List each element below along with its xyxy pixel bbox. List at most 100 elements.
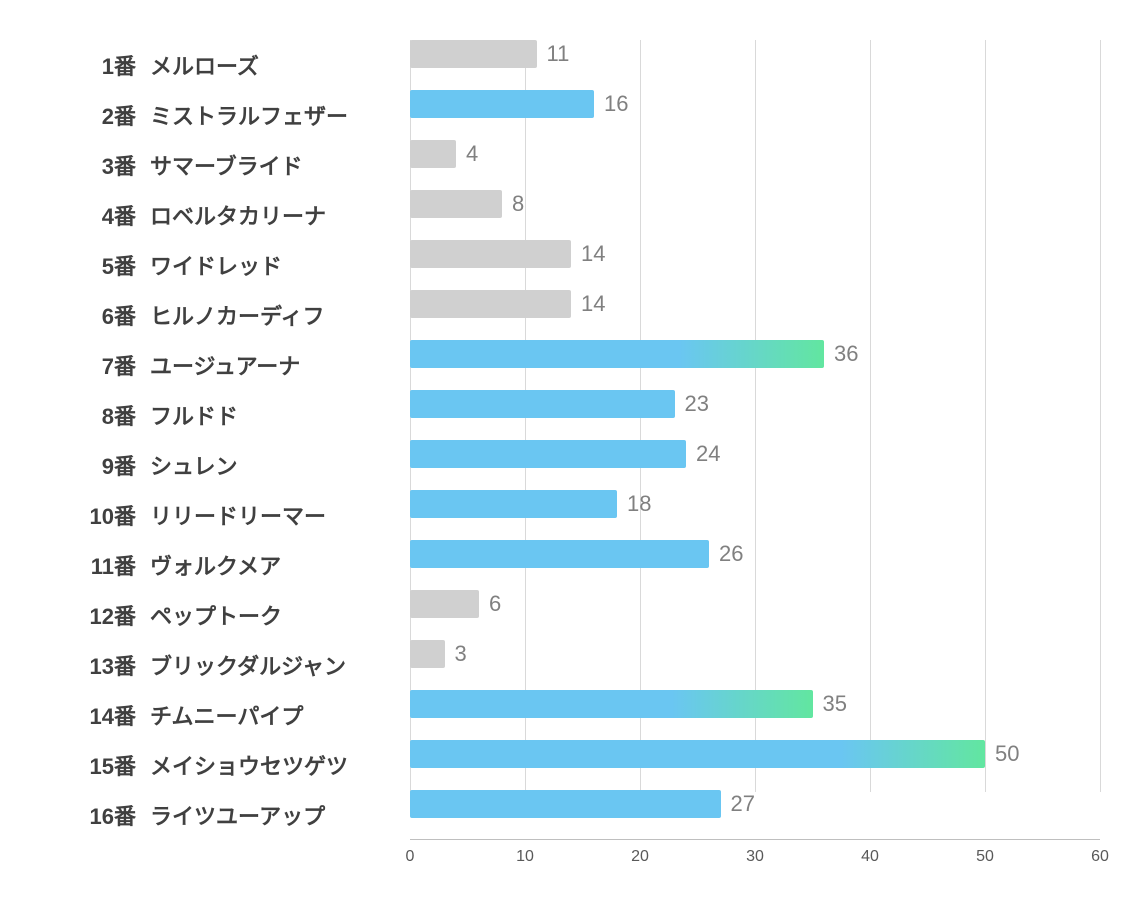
bar-value: 23	[685, 391, 709, 417]
x-tick: 50	[976, 848, 994, 866]
bar: 14	[410, 240, 571, 268]
chart-rows: 1番メルローズ112番ミストラルフェザー163番サマーブライド44番ロベルタカリ…	[50, 40, 1100, 840]
bar: 6	[410, 590, 479, 618]
gridline	[1100, 40, 1101, 792]
bar-value: 11	[547, 41, 570, 67]
row-plot: 11	[410, 40, 1100, 90]
row-plot: 16	[410, 90, 1100, 140]
row-name: サマーブライド	[150, 149, 303, 181]
horizontal-bar-chart: 1番メルローズ112番ミストラルフェザー163番サマーブライド44番ロベルタカリ…	[50, 40, 1100, 880]
row-name: ロベルタカリーナ	[150, 199, 326, 231]
row-rank: 5番	[70, 249, 150, 281]
row-name: ワイドレッド	[150, 249, 282, 281]
row-rank: 11番	[70, 549, 150, 581]
row-plot: 8	[410, 190, 1100, 240]
chart-row: 3番サマーブライド4	[50, 140, 1100, 190]
chart-row: 8番フルドド 23	[50, 390, 1100, 440]
bar: 14	[410, 290, 571, 318]
row-name: メルローズ	[150, 49, 259, 81]
row-plot: 50	[410, 740, 1100, 790]
row-label: 12番ペップトーク	[50, 599, 410, 631]
row-rank: 1番	[70, 49, 150, 81]
row-label: 8番フルドド	[50, 399, 410, 431]
row-label: 2番ミストラルフェザー	[50, 99, 410, 131]
bar: 4	[410, 140, 456, 168]
bar: 11	[410, 40, 537, 68]
row-rank: 16番	[70, 799, 150, 831]
bar: 8	[410, 190, 502, 218]
row-rank: 14番	[70, 699, 150, 731]
bar: 3	[410, 640, 445, 668]
bar-value: 18	[627, 491, 651, 517]
row-rank: 2番	[70, 99, 150, 131]
x-tick: 20	[631, 848, 649, 866]
chart-row: 6番ヒルノカーディフ 14	[50, 290, 1100, 340]
row-label: 4番ロベルタカリーナ	[50, 199, 410, 231]
row-label: 15番メイショウセツゲツ	[50, 749, 410, 781]
bar-value: 16	[604, 91, 628, 117]
chart-row: 9番シュレン24	[50, 440, 1100, 490]
x-tick: 60	[1091, 848, 1109, 866]
chart-row: 14番チムニーパイプ35	[50, 690, 1100, 740]
row-label: 3番サマーブライド	[50, 149, 410, 181]
bar-value: 14	[581, 291, 605, 317]
bar-value: 6	[489, 591, 501, 617]
row-label: 13番ブリックダルジャン	[50, 649, 410, 681]
bar: 24	[410, 440, 686, 468]
row-plot: 18	[410, 490, 1100, 540]
bar: 26	[410, 540, 709, 568]
row-rank: 8番	[70, 399, 150, 431]
x-tick: 0	[406, 848, 415, 866]
row-label: 10番リリードリーマー	[50, 499, 410, 531]
bar-value: 8	[512, 191, 524, 217]
row-name: ブリックダルジャン	[150, 649, 346, 681]
bar: 35	[410, 690, 813, 718]
row-label: 9番シュレン	[50, 449, 410, 481]
row-plot: 4	[410, 140, 1100, 190]
bar-value: 4	[466, 141, 478, 167]
row-name: メイショウセツゲツ	[150, 749, 348, 781]
row-plot: 36	[410, 340, 1100, 390]
row-name: フルドド	[150, 399, 238, 431]
chart-row: 16番ライツユーアップ27	[50, 790, 1100, 840]
chart-row: 12番ペップトーク6	[50, 590, 1100, 640]
bar: 16	[410, 90, 594, 118]
row-plot: 3	[410, 640, 1100, 690]
row-plot: 26	[410, 540, 1100, 590]
row-label: 16番ライツユーアップ	[50, 799, 410, 831]
row-rank: 6番	[70, 299, 150, 331]
row-rank: 4番	[70, 199, 150, 231]
bar-value: 14	[581, 241, 605, 267]
bar-value: 27	[731, 791, 755, 817]
x-tick: 30	[746, 848, 764, 866]
chart-row: 13番ブリックダルジャン3	[50, 640, 1100, 690]
row-label: 14番チムニーパイプ	[50, 699, 410, 731]
bar-value: 35	[823, 691, 847, 717]
row-name: チムニーパイプ	[150, 699, 303, 731]
row-name: ユージュアーナ	[150, 349, 300, 381]
bar: 27	[410, 790, 721, 818]
row-plot: 6	[410, 590, 1100, 640]
bar: 18	[410, 490, 617, 518]
chart-row: 5番ワイドレッド14	[50, 240, 1100, 290]
row-name: ペップトーク	[150, 599, 282, 631]
row-rank: 10番	[70, 499, 150, 531]
row-name: ヴォルクメア	[150, 549, 281, 581]
bar-value: 3	[455, 641, 467, 667]
row-plot: 14	[410, 240, 1100, 290]
row-label: 5番ワイドレッド	[50, 249, 410, 281]
row-rank: 7番	[70, 349, 150, 381]
row-plot: 27	[410, 790, 1100, 840]
row-name: ヒルノカーディフ	[150, 299, 324, 331]
row-name: ライツユーアップ	[150, 799, 325, 831]
bar-value: 50	[995, 741, 1019, 767]
bar: 36	[410, 340, 824, 368]
chart-row: 7番ユージュアーナ36	[50, 340, 1100, 390]
chart-row: 4番ロベルタカリーナ8	[50, 190, 1100, 240]
chart-row: 1番メルローズ 11	[50, 40, 1100, 90]
row-rank: 9番	[70, 449, 150, 481]
row-rank: 3番	[70, 149, 150, 181]
row-label: 7番ユージュアーナ	[50, 349, 410, 381]
bar-value: 36	[834, 341, 858, 367]
row-plot: 24	[410, 440, 1100, 490]
